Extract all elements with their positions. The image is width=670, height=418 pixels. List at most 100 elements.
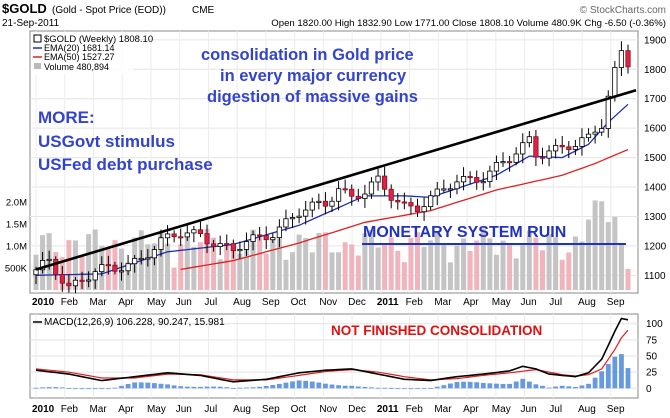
histogram-bar	[86, 388, 92, 390]
volume-legend-swatch	[34, 63, 41, 69]
histogram-bar	[592, 377, 598, 389]
volume-bar	[184, 235, 190, 290]
histogram-bar	[434, 386, 440, 389]
volume-bar	[303, 238, 309, 290]
monetary-ruin-annotation: MONETARY SYSTEM RUIN	[363, 224, 566, 241]
month-label: 2010	[32, 297, 55, 308]
macd-tick-label: 25	[646, 368, 658, 379]
candle-body	[546, 150, 552, 159]
candle-body	[474, 177, 480, 183]
volume-bar	[480, 228, 486, 290]
histogram-bar	[612, 356, 618, 389]
volume-bar	[270, 236, 276, 290]
volume-bar	[546, 234, 552, 290]
candle-body	[454, 181, 460, 190]
histogram-bar	[290, 381, 295, 389]
volume-bar	[125, 262, 131, 290]
candle-body	[493, 162, 500, 172]
histogram-bar	[224, 387, 230, 389]
macd-month-label: Aug	[578, 404, 596, 415]
histogram-bar	[395, 388, 401, 390]
candle-body	[553, 144, 559, 152]
histogram-bar	[244, 387, 249, 389]
histogram-bar	[217, 386, 223, 389]
histogram-bar	[546, 387, 552, 389]
candle-body	[520, 142, 526, 155]
month-label: Sep	[262, 297, 280, 308]
macd-line	[35, 317, 629, 383]
candle-body	[112, 264, 118, 272]
volume-bar	[599, 201, 605, 290]
month-label: Nov	[319, 297, 337, 308]
month-label: Jun	[521, 297, 537, 308]
volume-bar	[204, 229, 210, 290]
macd-month-label: Mar	[89, 404, 107, 415]
histogram-bar	[586, 383, 591, 389]
candle-body	[526, 136, 532, 144]
volume-bar	[336, 252, 342, 290]
volume-bar	[158, 232, 164, 290]
legend-volume: Volume 480,894	[44, 62, 109, 72]
legend-price: $GOLD (Weekly) 1808.10	[44, 34, 153, 45]
histogram-bar	[40, 387, 45, 389]
legend-box	[31, 32, 133, 74]
month-label: May	[147, 297, 166, 308]
volume-bar	[243, 245, 249, 290]
candle-body	[92, 271, 98, 281]
candle-body	[618, 50, 625, 68]
volume-bar	[520, 245, 526, 290]
volume-bar	[165, 243, 171, 290]
histogram-bar	[605, 364, 611, 389]
histogram-bar	[454, 381, 460, 389]
month-label: Mar	[434, 297, 452, 308]
volume-bar	[171, 267, 177, 290]
month-label: Aug	[233, 297, 251, 308]
macd-tick-label: 0	[646, 384, 652, 395]
volume-bar	[454, 245, 460, 290]
candle-body	[283, 218, 289, 228]
candle-body	[138, 257, 144, 260]
volume-bar	[441, 243, 447, 290]
candle-body	[105, 264, 111, 267]
candle-body	[178, 236, 184, 239]
candle-body	[349, 188, 355, 197]
volume-bar	[92, 229, 98, 290]
volume-bar	[283, 259, 289, 290]
histogram-bar	[59, 387, 65, 389]
volume-bar	[191, 246, 197, 290]
macd-tick-label: 50	[646, 352, 658, 363]
legend-ema20: EMA(20) 1681.14	[44, 43, 115, 53]
volume-tick-label: 1.0M	[6, 242, 27, 253]
price-tick-label: 1600	[644, 124, 667, 135]
ema50-line	[180, 148, 629, 271]
candle-body	[513, 153, 519, 163]
histogram-bar	[250, 387, 256, 389]
histogram-bar	[388, 388, 394, 389]
volume-bar	[533, 237, 539, 290]
volume-bar	[500, 240, 506, 290]
month-label: Sep	[607, 297, 625, 308]
candle-body	[480, 181, 486, 184]
histogram-bar	[211, 386, 216, 389]
histogram-bar	[296, 380, 302, 389]
histogram-bar	[362, 386, 368, 389]
symbol-description: (Gold - Spot Price (EOD))	[52, 5, 166, 16]
macd-month-label: Oct	[291, 404, 307, 415]
candle-body	[191, 229, 197, 234]
histogram-bar	[487, 383, 493, 389]
histogram-bar	[119, 385, 124, 389]
histogram-bar	[382, 387, 388, 389]
volume-bar	[217, 259, 223, 290]
exchange-label: CME	[192, 5, 215, 16]
histogram-bar	[165, 384, 170, 389]
histogram-bar	[132, 382, 138, 389]
candle-body	[612, 67, 618, 97]
volume-bar	[579, 241, 585, 290]
price-tick-label: 1300	[644, 212, 667, 223]
candle-body	[599, 128, 605, 133]
volume-bar	[237, 253, 243, 290]
candle-body	[533, 136, 539, 158]
macd-histogram	[33, 354, 631, 390]
volume-bar	[382, 244, 388, 290]
volume-bar	[461, 238, 467, 290]
